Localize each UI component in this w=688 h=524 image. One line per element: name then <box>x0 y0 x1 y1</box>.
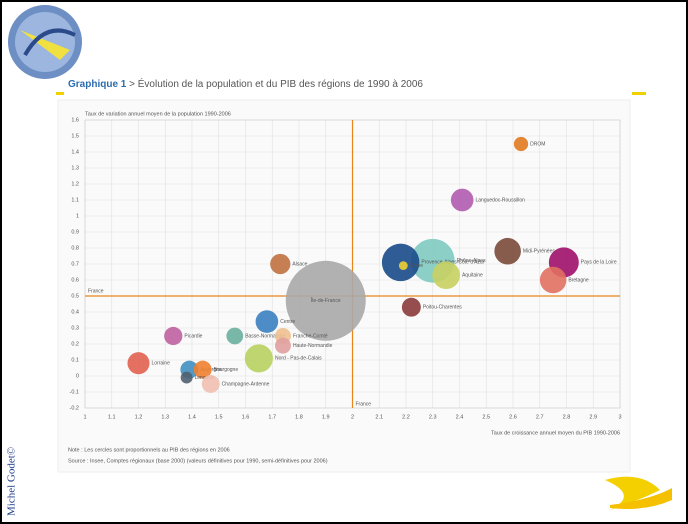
swoosh <box>610 488 672 509</box>
y-tick-label: 1.5 <box>71 133 79 139</box>
note: Source : Insee, Comptes régionaux (base … <box>68 458 328 464</box>
y-tick-label: 1.4 <box>71 149 79 155</box>
y-tick-label: 1 <box>76 213 79 219</box>
x-tick-label: 1.3 <box>161 414 169 420</box>
y-axis-title: Taux de variation annuel moyen de la pop… <box>85 111 231 117</box>
bubble <box>180 371 193 384</box>
x-tick-label: 2.2 <box>402 414 410 420</box>
bubble <box>244 344 273 373</box>
bubble-label: Alsace <box>292 261 307 267</box>
bubble-label: Lorraine <box>152 361 171 367</box>
y-tick-label: 1.3 <box>71 165 79 171</box>
y-tick-label: 0.1 <box>71 357 79 363</box>
x-tick-label: 2.8 <box>563 414 571 420</box>
bubble-label: Haute-Normandie <box>293 343 333 349</box>
bubble-label: Franche-Comté <box>293 333 328 339</box>
bubble-label: Basse-Normandie <box>245 333 285 339</box>
bubble <box>164 326 183 346</box>
x-tick-label: 1.8 <box>295 414 303 420</box>
reference-label: France <box>356 401 372 407</box>
logo <box>8 5 82 79</box>
bubble <box>201 375 220 393</box>
accent <box>632 92 646 95</box>
y-tick-label: 0.5 <box>71 293 79 299</box>
y-tick-label: -0.2 <box>70 405 79 411</box>
bubble <box>127 352 150 375</box>
bubble-label: Champagne-Ardenne <box>222 381 270 387</box>
swoosh <box>605 476 660 510</box>
x-tick-label: 2.7 <box>536 414 544 420</box>
bubble-label: Midi-Pyrénées <box>523 249 555 255</box>
x-tick-label: 2.3 <box>429 414 437 420</box>
bubble <box>450 188 474 212</box>
bubble <box>255 310 279 333</box>
x-tick-label: 1.1 <box>108 414 116 420</box>
author: Michel Godet© <box>6 447 18 516</box>
bubble <box>193 360 212 379</box>
title-prefix: Graphique 1 <box>68 79 127 90</box>
bubble <box>270 253 291 275</box>
bubble-label: Nord - Pas-de-Calais <box>275 356 322 362</box>
bubble <box>285 260 366 341</box>
x-axis-title: Taux de croissance annuel moyen du PIB 1… <box>491 430 620 436</box>
y-tick-label: 1.2 <box>71 181 79 187</box>
y-tick-label: 0.2 <box>71 341 79 347</box>
bubble <box>513 136 529 152</box>
title: > Évolution de la population et du PIB d… <box>129 77 423 90</box>
y-tick-label: 0.4 <box>71 309 79 315</box>
y-tick-label: -0.1 <box>70 389 79 395</box>
bubble-label: Bourgogne <box>214 367 239 373</box>
x-tick-label: 1.9 <box>322 414 330 420</box>
x-tick-label: 2 <box>351 414 354 420</box>
y-tick-label: 0.3 <box>71 325 79 331</box>
bubble-label: Languedoc-Roussillon <box>475 197 525 203</box>
x-tick-label: 1.7 <box>268 414 276 420</box>
bubble <box>401 297 421 317</box>
x-tick-label: 1.4 <box>188 414 196 420</box>
y-tick-label: 0.8 <box>71 245 79 251</box>
bubble <box>226 327 244 345</box>
bubble-label: Île-de-France <box>310 297 341 304</box>
x-tick-label: 2.1 <box>375 414 383 420</box>
bubble <box>494 237 521 265</box>
x-tick-label: 1 <box>83 414 86 420</box>
note: Note : Les cercles sont proportionnels a… <box>68 447 230 453</box>
bubble-label: Centre <box>280 319 295 325</box>
y-tick-label: 0.6 <box>71 277 79 283</box>
accent <box>56 92 64 95</box>
bubble-label: Provence-Alpes-Côte d'Azur <box>421 260 484 266</box>
bubble-label: Poitou-Charentes <box>423 305 462 311</box>
x-tick-label: 2.9 <box>589 414 597 420</box>
bubble <box>274 337 291 354</box>
bubble-label: Bretagne <box>568 277 589 283</box>
x-tick-label: 1.2 <box>135 414 143 420</box>
plot: 1 1.1 1.2 1.3 1.4 1.5 1.6 1.7 1.8 1.9 2 2.1 2.2 2.3 2.… <box>70 117 622 420</box>
y-tick-label: 0 <box>76 373 79 379</box>
x-tick-label: 1.5 <box>215 414 223 420</box>
bubble-label: Pays de la Loire <box>581 260 617 266</box>
bubble-label: Rhône-Alpes <box>457 258 486 264</box>
bubble <box>432 261 460 290</box>
y-tick-label: 0.9 <box>71 229 79 235</box>
y-tick-label: 1.1 <box>71 197 79 203</box>
bubble-label: Corse <box>410 263 424 269</box>
bubble <box>539 266 567 294</box>
x-tick-label: 2.4 <box>456 414 464 420</box>
x-tick-label: 1.6 <box>242 414 250 420</box>
chart-title: Graphique 1 > Évolution de la population… <box>68 77 423 90</box>
bubble-label: Picardie <box>184 333 202 339</box>
x-tick-label: 3 <box>618 414 621 420</box>
x-tick-label: 2.6 <box>509 414 517 420</box>
y-tick-label: 1.6 <box>71 117 79 123</box>
bubble <box>398 261 408 270</box>
x-tick-label: 2.5 <box>482 414 490 420</box>
y-tick-label: 0.7 <box>71 261 79 267</box>
bubble-label: Aquitaine <box>462 273 483 279</box>
reference-label: France <box>88 288 104 294</box>
bubble-label: DROM <box>530 141 545 147</box>
